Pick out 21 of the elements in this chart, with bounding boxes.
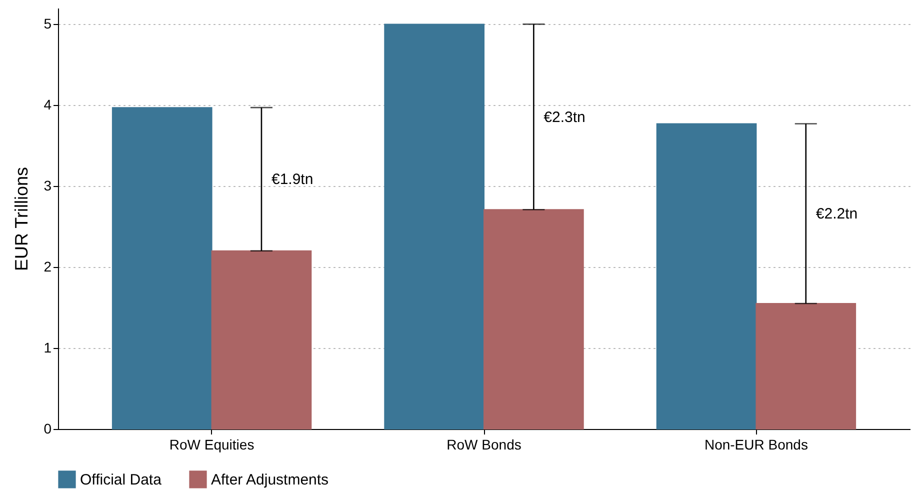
annotation: €2.3tn bbox=[544, 108, 586, 126]
bar bbox=[484, 209, 584, 430]
legend-label: After Adjustments bbox=[211, 471, 329, 488]
annotation: €1.9tn bbox=[271, 171, 314, 188]
y-axis-title: EUR Trillions bbox=[12, 166, 32, 272]
y-tick-label: 5 bbox=[44, 16, 52, 32]
bar bbox=[384, 24, 484, 430]
y-tick-label: 4 bbox=[44, 96, 52, 113]
x-tick-label: RoW Bonds bbox=[446, 436, 522, 452]
bar bbox=[656, 123, 757, 430]
annotation: €2.2tn bbox=[816, 206, 858, 223]
y-tick-label: 3 bbox=[44, 178, 52, 194]
x-tick-label: RoW Equities bbox=[169, 436, 254, 452]
y-tick-label: 0 bbox=[44, 420, 52, 436]
x-tick-label: Non-EUR Bonds bbox=[704, 436, 808, 452]
bar bbox=[211, 250, 312, 430]
legend-label: Official Data bbox=[80, 471, 162, 488]
y-tick-label: 1 bbox=[44, 340, 52, 356]
y-tick-label: 2 bbox=[44, 258, 52, 275]
bar bbox=[112, 107, 212, 430]
bar bbox=[756, 303, 856, 430]
